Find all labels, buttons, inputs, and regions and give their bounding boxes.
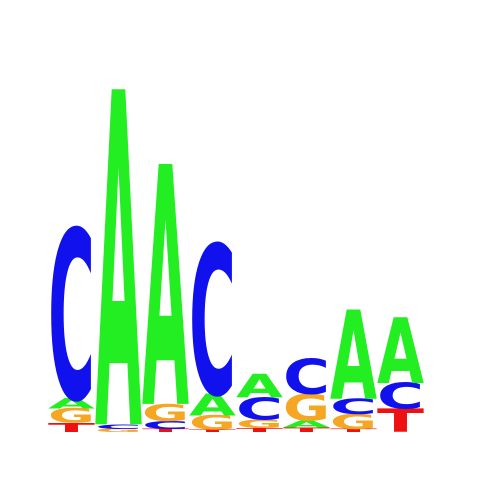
letter-g: G bbox=[330, 410, 377, 434]
letter-t: T bbox=[142, 428, 190, 433]
letter-a: A bbox=[48, 396, 95, 412]
letter-t: T bbox=[377, 402, 424, 440]
letter-g: G bbox=[142, 400, 189, 427]
letter-g: G bbox=[283, 388, 330, 430]
letter-g: G bbox=[189, 412, 236, 435]
logo-position-8: TCA bbox=[377, 301, 424, 440]
letter-a: A bbox=[236, 369, 284, 406]
letter-g: G bbox=[48, 405, 95, 428]
letter-a: A bbox=[330, 286, 377, 428]
logo-position-2: GCA bbox=[95, 0, 142, 480]
letter-t: T bbox=[48, 420, 95, 435]
letter-c: C bbox=[330, 395, 377, 420]
letter-a: A bbox=[142, 98, 189, 480]
letter-a: A bbox=[377, 301, 424, 405]
letter-a: A bbox=[283, 419, 330, 430]
letter-a: A bbox=[95, 0, 142, 480]
letter-c: C bbox=[236, 392, 283, 427]
letter-t: T bbox=[330, 428, 378, 433]
letter-t: T bbox=[236, 427, 284, 433]
letter-a: A bbox=[189, 389, 236, 423]
letter-c: C bbox=[142, 419, 189, 432]
letter-c: C bbox=[283, 350, 330, 406]
letter-c: C bbox=[95, 423, 142, 430]
letter-c: C bbox=[189, 203, 236, 442]
letter-g: G bbox=[95, 428, 142, 433]
letter-t: T bbox=[283, 426, 331, 433]
letter-t: T bbox=[189, 429, 236, 433]
letter-c: C bbox=[377, 377, 424, 418]
letter-g: G bbox=[236, 417, 283, 431]
letter-c: C bbox=[48, 183, 95, 454]
